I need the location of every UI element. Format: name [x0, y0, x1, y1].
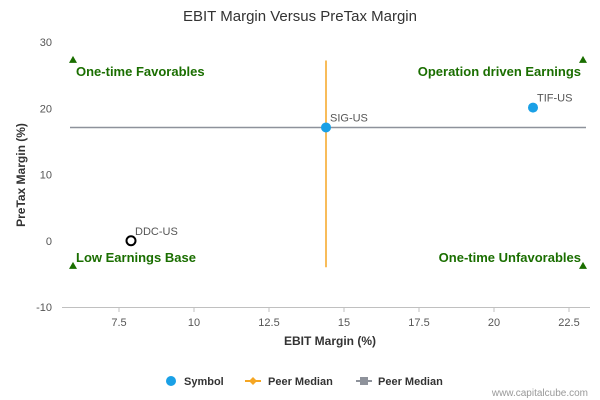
point-label-ddc-us: DDC-US	[135, 226, 178, 238]
x-tick-label: 22.5	[558, 317, 579, 329]
point-label-tif-us: TIF-US	[537, 93, 572, 105]
y-axis-title: PreTax Margin (%)	[14, 123, 28, 227]
x-tick-label: 12.5	[258, 317, 279, 329]
x-tick-label: 7.5	[111, 317, 126, 329]
y-tick-label: -10	[36, 302, 52, 314]
y-tick-label: 0	[46, 236, 52, 248]
legend-label-symbol: Symbol	[184, 376, 224, 388]
credit-text: www.capitalcube.com	[491, 388, 588, 399]
legend: Symbol Peer Median Peer Median	[166, 376, 443, 388]
quadrant-top-left-label: One-time Favorables	[76, 64, 205, 79]
legend-item-peer-median-y[interactable]: Peer Median	[356, 376, 443, 388]
y-tick-label: 10	[40, 170, 52, 182]
legend-label-peer-median-y: Peer Median	[378, 376, 443, 388]
point-ddc-us[interactable]	[125, 235, 137, 247]
point-sig-us[interactable]	[321, 122, 331, 133]
x-tick-label: 15	[338, 317, 350, 329]
x-axis-title: EBIT Margin (%)	[284, 334, 376, 348]
triangle-up-icon	[69, 55, 77, 63]
chart-title: EBIT Margin Versus PreTax Margin	[183, 8, 417, 25]
quadrant-labels: One-time Favorables Operation driven Earn…	[69, 55, 587, 269]
point-label-sig-us: SIG-US	[330, 112, 368, 124]
quadrant-bottom-left-label: Low Earnings Base	[76, 250, 196, 265]
legend-diamond-icon	[249, 377, 257, 385]
x-tick-label: 20	[488, 317, 500, 329]
quadrant-top-right-label: Operation driven Earnings	[418, 64, 581, 79]
y-tick-label: 20	[40, 103, 52, 115]
triangle-up-icon	[579, 55, 587, 63]
legend-item-peer-median-x[interactable]: Peer Median	[245, 376, 333, 388]
legend-item-symbol[interactable]: Symbol	[166, 376, 224, 388]
x-tick-label: 10	[188, 317, 200, 329]
legend-symbol-circle-icon	[166, 376, 176, 386]
legend-label-peer-median-x: Peer Median	[268, 376, 333, 388]
data-points: SIG-US TIF-US DDC-US	[125, 93, 572, 247]
triangle-up-icon	[579, 261, 587, 269]
triangle-up-icon	[69, 261, 77, 269]
legend-square-icon	[360, 377, 368, 385]
point-tif-us[interactable]	[528, 102, 538, 113]
y-tick-label: 30	[40, 37, 52, 49]
x-tick-label: 17.5	[408, 317, 429, 329]
tick-labels: 7.5 10 12.5 15 17.5 20 22.5 -10 0 10 20 30	[36, 37, 580, 329]
quadrant-bottom-right-label: One-time Unfavorables	[439, 250, 581, 265]
